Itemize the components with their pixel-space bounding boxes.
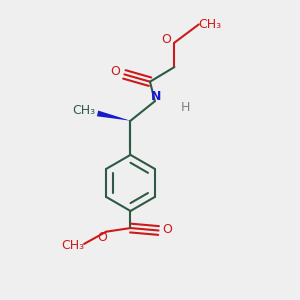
- Text: N: N: [151, 90, 161, 103]
- Text: CH₃: CH₃: [61, 238, 85, 252]
- Text: O: O: [162, 223, 172, 236]
- Text: O: O: [161, 33, 171, 46]
- Text: O: O: [110, 65, 120, 79]
- Polygon shape: [97, 111, 130, 121]
- Text: H: H: [181, 101, 190, 114]
- Text: CH₃: CH₃: [73, 104, 96, 118]
- Text: CH₃: CH₃: [198, 18, 221, 31]
- Text: O: O: [98, 231, 107, 244]
